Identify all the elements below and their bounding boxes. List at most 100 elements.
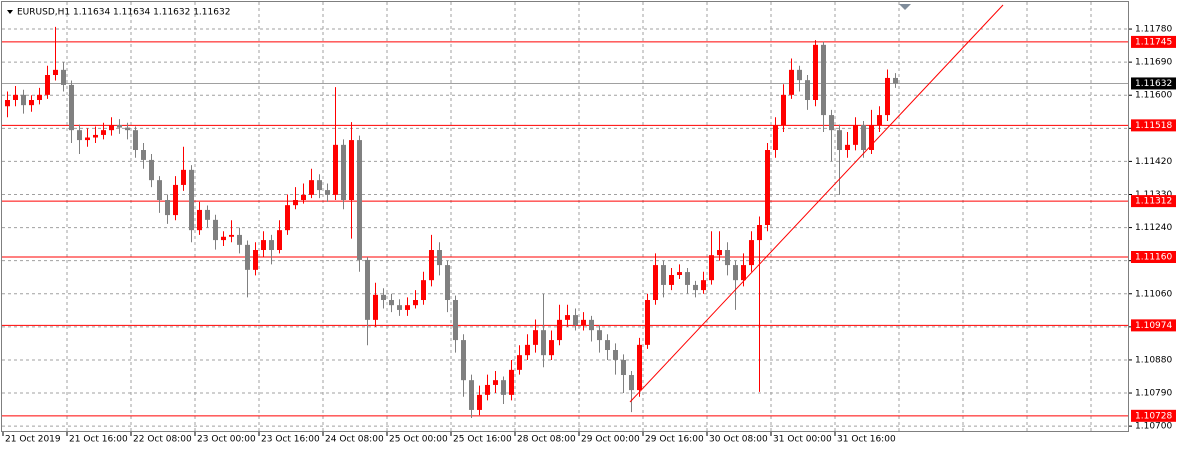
candle-body <box>845 144 850 151</box>
candle-body <box>885 77 890 116</box>
candle-body <box>101 130 106 135</box>
candle-body <box>205 209 210 220</box>
level-label-bg <box>1131 250 1176 263</box>
candle-body <box>685 272 690 285</box>
candle-body <box>173 184 178 216</box>
candle-body <box>613 350 618 360</box>
candle-body <box>781 94 786 126</box>
y-tick-label: 1.10790 <box>1135 389 1172 399</box>
x-tick-label: 21 Oct 16:00 <box>69 435 128 445</box>
x-tick-label: 28 Oct 08:00 <box>517 435 576 445</box>
candle-body <box>213 219 218 241</box>
candle-body <box>269 240 274 251</box>
candle-body <box>749 240 754 266</box>
candle-body <box>573 315 578 326</box>
candle-body <box>229 234 234 237</box>
y-tick-label: 1.10700 <box>1135 422 1172 432</box>
candle-body <box>509 369 514 395</box>
level-label: 1.11312 <box>1135 197 1172 207</box>
y-tick-label: 1.11330 <box>1135 190 1172 200</box>
candle-body <box>597 330 602 341</box>
x-tick-label: 29 Oct 16:00 <box>645 435 704 445</box>
candle-body <box>621 359 626 376</box>
candle-body <box>317 180 322 191</box>
candle-body <box>117 125 122 128</box>
candle-body <box>837 130 842 151</box>
candle-body <box>309 180 314 195</box>
candle-body <box>877 115 882 126</box>
y-tick-label: 1.11600 <box>1135 91 1172 101</box>
candle-body <box>565 315 570 320</box>
candle-body <box>221 236 226 241</box>
candle-body <box>773 125 778 151</box>
candle-body <box>141 150 146 160</box>
candle-body <box>477 394 482 410</box>
candle-body <box>85 137 90 141</box>
candle-body <box>797 69 802 81</box>
candle-body <box>717 250 722 256</box>
candle-body <box>805 80 810 101</box>
x-tick-label: 31 Oct 00:00 <box>773 435 832 445</box>
candle-body <box>413 300 418 306</box>
candle-body <box>533 330 538 345</box>
candle-body <box>93 134 98 138</box>
candle-body <box>629 375 634 391</box>
y-tick-label: 1.11780 <box>1135 25 1172 35</box>
candle-body <box>581 319 586 326</box>
candle-body <box>349 140 354 201</box>
candle-body <box>389 300 394 306</box>
candle-body <box>725 250 730 266</box>
candle-body <box>381 294 386 301</box>
level-label: 1.10728 <box>1135 411 1172 421</box>
x-tick-label: 25 Oct 00:00 <box>389 435 448 445</box>
candle-body <box>29 100 34 106</box>
y-tick-label: 1.11060 <box>1135 289 1172 299</box>
level-label: 1.11745 <box>1135 37 1172 47</box>
candle-body <box>501 380 506 395</box>
x-tick-label: 25 Oct 16:00 <box>453 435 512 445</box>
candle-body <box>893 77 898 84</box>
y-tick-label: 1.11690 <box>1135 58 1172 68</box>
plot-frame <box>1 1 1129 432</box>
candle-body <box>157 180 162 201</box>
x-tick-label: 21 Oct 2019 <box>5 435 61 445</box>
candle-body <box>293 200 298 206</box>
candle-body <box>541 330 546 356</box>
level-label-bg <box>1131 409 1176 422</box>
candle-body <box>301 194 306 201</box>
level-label-bg <box>1131 195 1176 208</box>
candle-body <box>709 255 714 281</box>
level-label-bg <box>1131 119 1176 132</box>
x-tick-label: 22 Oct 08:00 <box>133 435 192 445</box>
candle-body <box>109 125 114 131</box>
candle-body <box>373 294 378 320</box>
x-tick-label: 29 Oct 00:00 <box>581 435 640 445</box>
candle-body <box>821 44 826 116</box>
candle-body <box>493 380 498 385</box>
candle-body <box>397 305 402 310</box>
shift-marker <box>899 4 911 10</box>
bid-label: 1.11632 <box>1135 79 1172 89</box>
candle-body <box>365 259 370 320</box>
candle-body <box>669 275 674 285</box>
level-label: 1.10974 <box>1135 321 1172 331</box>
candle-body <box>757 225 762 241</box>
candle-body <box>325 190 330 195</box>
candle-body <box>557 319 562 341</box>
candle-body <box>461 340 466 381</box>
candle-body <box>549 340 554 356</box>
candle-body <box>237 234 242 245</box>
grid: 1.107001.107901.108801.109701.110601.111… <box>2 2 1172 445</box>
candle-body <box>165 200 170 216</box>
candle-body <box>429 250 434 281</box>
candle-body <box>605 340 610 351</box>
level-label: 1.11160 <box>1135 252 1172 262</box>
candle-body <box>733 265 738 281</box>
level-label-bg <box>1131 35 1176 48</box>
candle-body <box>701 280 706 291</box>
x-tick-label: 30 Oct 08:00 <box>709 435 768 445</box>
candle-body <box>285 205 290 231</box>
candle-body <box>829 115 834 131</box>
axes: EURUSD,H1 1.11634 1.11634 1.11632 1.1163… <box>1 1 1176 432</box>
